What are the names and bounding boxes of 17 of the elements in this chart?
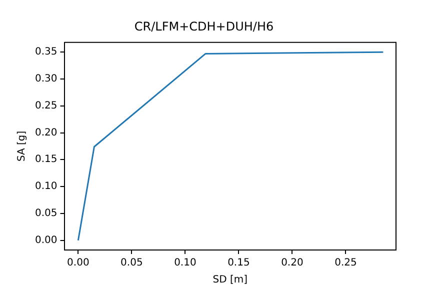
y-tick-label: 0.00 <box>35 234 58 246</box>
y-tick-label: 0.05 <box>35 208 58 220</box>
x-tick-label: 0.20 <box>281 258 304 269</box>
y-tick-label: 0.25 <box>35 100 58 112</box>
y-axis-title: SA [g] <box>16 130 28 162</box>
chart-title: CR/LFM+CDH+DUH/H6 <box>134 19 274 34</box>
x-tick-label: 0.25 <box>334 258 357 269</box>
x-axis-title: SD [m] <box>212 274 248 286</box>
x-tick-label: 0.10 <box>174 258 196 269</box>
x-tick-label: 0.05 <box>120 258 143 269</box>
y-tick-label: 0.15 <box>35 154 58 166</box>
x-tick-label: 0.00 <box>67 258 90 269</box>
y-tick-label: 0.20 <box>35 127 58 138</box>
x-tick-label: 0.15 <box>228 258 250 269</box>
y-tick-label: 0.30 <box>35 74 58 85</box>
y-tick-label: 0.10 <box>35 181 58 192</box>
y-tick-label: 0.35 <box>35 46 58 58</box>
